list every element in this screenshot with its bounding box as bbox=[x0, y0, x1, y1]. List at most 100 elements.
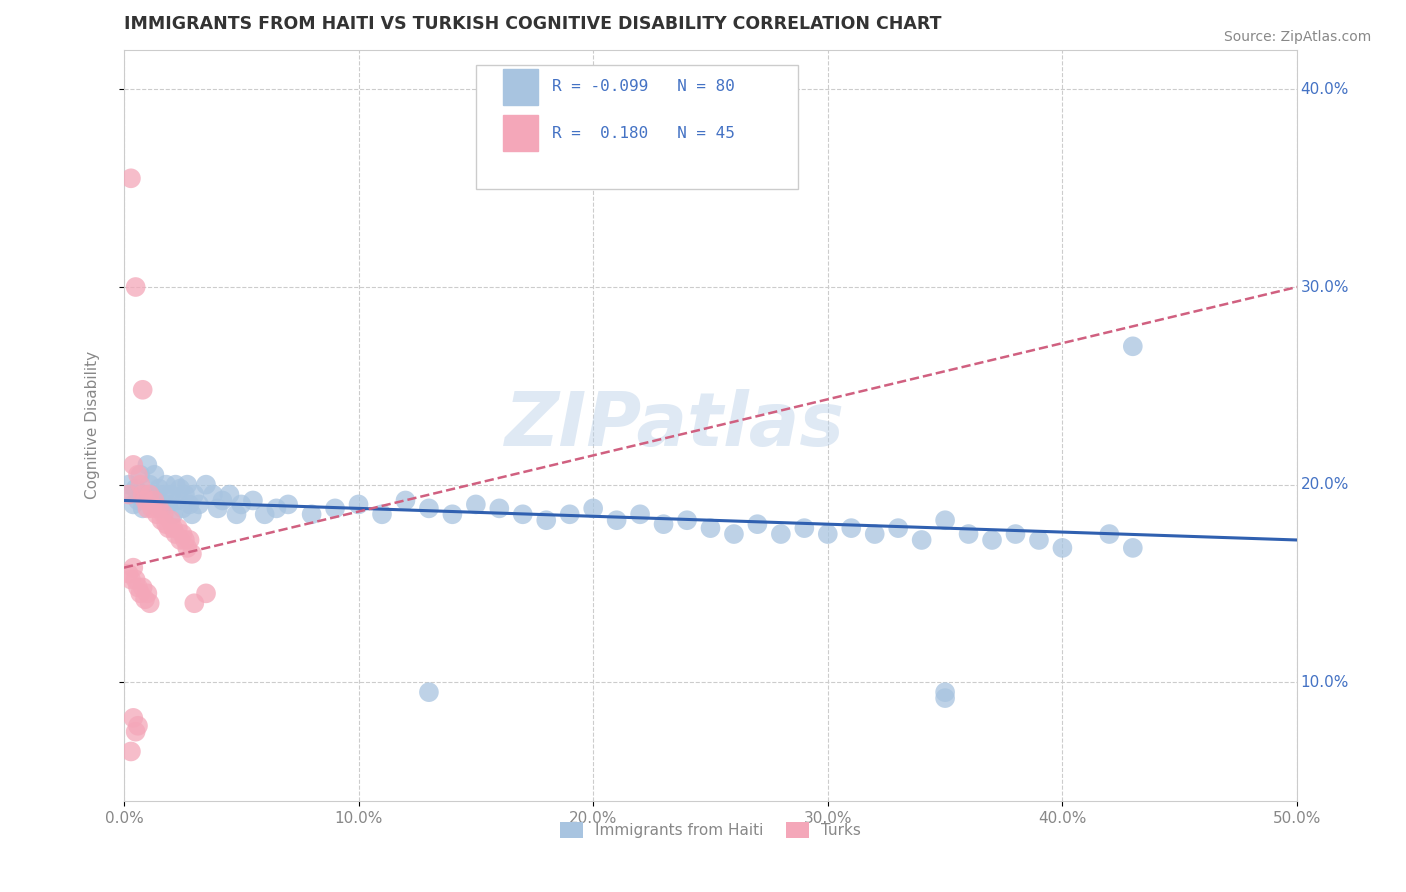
Point bbox=[141, 501, 163, 516]
Point bbox=[1028, 533, 1050, 547]
Text: ZIPatlas: ZIPatlas bbox=[505, 389, 845, 462]
Point bbox=[174, 487, 197, 501]
Point bbox=[120, 573, 142, 587]
Point bbox=[120, 744, 142, 758]
Point bbox=[155, 477, 177, 491]
Point bbox=[181, 508, 204, 522]
Point bbox=[148, 501, 170, 516]
Point bbox=[676, 513, 699, 527]
Point bbox=[253, 508, 276, 522]
Text: Source: ZipAtlas.com: Source: ZipAtlas.com bbox=[1223, 30, 1371, 45]
Point bbox=[169, 533, 191, 547]
Point bbox=[628, 508, 651, 522]
Point bbox=[652, 517, 675, 532]
Point bbox=[769, 527, 792, 541]
Point bbox=[747, 517, 769, 532]
Point bbox=[218, 487, 240, 501]
Point bbox=[117, 477, 139, 491]
Point bbox=[172, 501, 194, 516]
Point bbox=[183, 487, 205, 501]
Point bbox=[160, 513, 183, 527]
Point bbox=[124, 724, 146, 739]
Point bbox=[277, 497, 299, 511]
Point bbox=[266, 501, 288, 516]
Point bbox=[124, 482, 146, 496]
Point bbox=[174, 533, 197, 547]
Point bbox=[131, 501, 153, 516]
Point bbox=[124, 280, 146, 294]
Point bbox=[817, 527, 839, 541]
Point bbox=[207, 501, 229, 516]
Point bbox=[839, 521, 862, 535]
Point bbox=[394, 493, 416, 508]
Point bbox=[143, 467, 166, 482]
Point bbox=[793, 521, 815, 535]
Point bbox=[1122, 541, 1144, 555]
Point bbox=[162, 508, 184, 522]
Point bbox=[134, 493, 156, 508]
Point bbox=[145, 493, 167, 508]
FancyBboxPatch shape bbox=[503, 115, 538, 152]
Point bbox=[225, 508, 247, 522]
Point bbox=[371, 508, 394, 522]
Point bbox=[148, 482, 170, 496]
Point bbox=[176, 477, 198, 491]
Point bbox=[323, 501, 346, 516]
Point bbox=[911, 533, 934, 547]
Point bbox=[179, 533, 201, 547]
Text: R = -0.099   N = 80: R = -0.099 N = 80 bbox=[553, 79, 735, 95]
Point bbox=[934, 685, 956, 699]
Point bbox=[138, 596, 160, 610]
Point bbox=[176, 541, 198, 555]
Point bbox=[127, 467, 149, 482]
Point bbox=[172, 527, 194, 541]
Point bbox=[723, 527, 745, 541]
Point bbox=[131, 487, 153, 501]
Point bbox=[165, 477, 187, 491]
Point bbox=[165, 527, 187, 541]
Point bbox=[120, 171, 142, 186]
Point bbox=[169, 482, 191, 496]
Point bbox=[195, 586, 218, 600]
Point bbox=[441, 508, 464, 522]
Point bbox=[124, 573, 146, 587]
Point bbox=[152, 508, 174, 522]
Point bbox=[981, 533, 1004, 547]
Point bbox=[167, 521, 190, 535]
Point bbox=[157, 521, 180, 535]
Point bbox=[120, 487, 142, 501]
Point bbox=[1098, 527, 1121, 541]
Point bbox=[136, 458, 159, 472]
Text: R =  0.180   N = 45: R = 0.180 N = 45 bbox=[553, 126, 735, 141]
Point bbox=[150, 501, 173, 516]
Point bbox=[582, 501, 605, 516]
Point bbox=[934, 513, 956, 527]
Text: 30.0%: 30.0% bbox=[1301, 279, 1350, 294]
Point bbox=[138, 487, 160, 501]
Point bbox=[418, 501, 440, 516]
Point bbox=[188, 497, 211, 511]
Point bbox=[347, 497, 370, 511]
Point bbox=[129, 477, 152, 491]
Point bbox=[887, 521, 910, 535]
Point bbox=[181, 547, 204, 561]
Point bbox=[488, 501, 510, 516]
Point bbox=[150, 513, 173, 527]
Text: 10.0%: 10.0% bbox=[1301, 674, 1348, 690]
Point bbox=[464, 497, 486, 511]
Point bbox=[136, 501, 159, 516]
Point bbox=[145, 508, 167, 522]
Point bbox=[131, 581, 153, 595]
Point bbox=[418, 685, 440, 699]
Point bbox=[122, 560, 145, 574]
Point bbox=[231, 497, 253, 511]
Text: 40.0%: 40.0% bbox=[1301, 82, 1348, 97]
Point bbox=[301, 508, 323, 522]
Point bbox=[957, 527, 980, 541]
Point bbox=[183, 596, 205, 610]
Y-axis label: Cognitive Disability: Cognitive Disability bbox=[86, 351, 100, 500]
Point bbox=[167, 493, 190, 508]
Point bbox=[1052, 541, 1074, 555]
Point bbox=[179, 497, 201, 511]
Point bbox=[157, 497, 180, 511]
